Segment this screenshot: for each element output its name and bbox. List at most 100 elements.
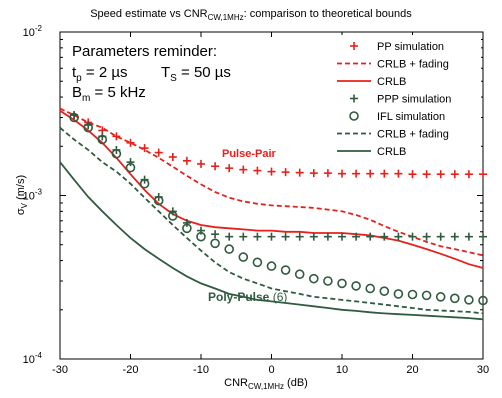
data-point bbox=[210, 238, 220, 249]
data-point bbox=[225, 164, 234, 173]
x-axis-label: CNRCW,1MHz (dB) bbox=[224, 377, 308, 391]
data-point bbox=[97, 134, 108, 145]
data-point bbox=[197, 159, 205, 168]
x-tick-label: -10 bbox=[193, 364, 209, 376]
data-point bbox=[394, 169, 403, 178]
data-point bbox=[295, 168, 304, 177]
y-tick-label: 10-2 bbox=[23, 24, 43, 39]
data-point bbox=[393, 289, 404, 299]
data-point bbox=[69, 112, 79, 123]
data-point bbox=[422, 170, 431, 179]
data-point bbox=[196, 231, 206, 242]
data-point bbox=[450, 232, 459, 241]
x-tick-label: 20 bbox=[406, 364, 418, 376]
data-point bbox=[435, 292, 446, 302]
y-tick-label: 10-3 bbox=[23, 188, 43, 203]
x-tick-label: -20 bbox=[123, 364, 139, 376]
data-point bbox=[408, 170, 417, 179]
legend-marker bbox=[349, 111, 359, 121]
legend-label: CRLB + fading bbox=[377, 59, 449, 71]
data-point bbox=[153, 195, 164, 206]
data-point bbox=[478, 295, 488, 306]
series-6-crlb-line bbox=[59, 161, 484, 321]
annotation-pulse-pair: Pulse-Pair bbox=[222, 148, 277, 160]
data-point bbox=[323, 276, 333, 286]
legend-label: PPP simulation bbox=[377, 94, 451, 106]
plot-area: -30 -20 -10 0 10 20 30 10-2 10-3 10-4 bbox=[23, 24, 490, 376]
param-bm: Bm = 5 kHz bbox=[72, 84, 146, 104]
legend-item: PPP simulation bbox=[350, 94, 451, 106]
data-point bbox=[407, 289, 418, 300]
data-point bbox=[479, 232, 487, 241]
data-point bbox=[337, 278, 347, 289]
data-point bbox=[239, 165, 248, 174]
data-point bbox=[352, 232, 361, 241]
data-point bbox=[154, 148, 163, 157]
data-point bbox=[422, 232, 431, 241]
param-tp: tp = 2 µs bbox=[72, 64, 127, 84]
data-point bbox=[380, 232, 389, 241]
data-point bbox=[294, 269, 305, 280]
series-6-crlb bbox=[59, 161, 484, 321]
data-point bbox=[139, 178, 150, 189]
data-point bbox=[309, 232, 318, 241]
x-tick-label: 0 bbox=[268, 364, 274, 376]
data-point bbox=[351, 281, 361, 291]
data-point bbox=[352, 169, 361, 178]
legend-label: CRLB bbox=[377, 76, 406, 88]
data-point bbox=[408, 232, 417, 241]
data-point bbox=[239, 232, 248, 241]
data-point bbox=[323, 169, 332, 178]
data-point bbox=[211, 162, 220, 171]
series-5-crlb-fading-line bbox=[59, 127, 484, 315]
legend-label: PP simulation bbox=[377, 41, 444, 53]
data-point bbox=[323, 232, 332, 241]
x-tick-label: 30 bbox=[477, 364, 489, 376]
series-2-crlb-line bbox=[59, 109, 484, 269]
data-point bbox=[450, 170, 459, 179]
data-point bbox=[309, 169, 318, 178]
data-point bbox=[394, 232, 403, 241]
data-point bbox=[112, 132, 121, 141]
data-point bbox=[365, 283, 376, 294]
data-point bbox=[464, 295, 474, 305]
data-point bbox=[253, 232, 262, 241]
series-layer bbox=[59, 107, 488, 321]
data-point bbox=[449, 293, 460, 304]
data-point bbox=[379, 286, 390, 296]
data-point bbox=[366, 232, 375, 241]
data-point bbox=[338, 232, 346, 241]
data-point bbox=[436, 232, 445, 241]
data-point bbox=[436, 170, 445, 179]
legend-item: IFL simulation bbox=[349, 111, 445, 123]
legend-item: CRLB + fading bbox=[337, 129, 449, 141]
data-point bbox=[211, 230, 220, 239]
data-point bbox=[421, 290, 432, 301]
y-axis-label: σV (m/s) bbox=[15, 175, 29, 215]
data-point bbox=[267, 232, 276, 241]
data-point bbox=[224, 244, 234, 254]
legend-label: CRLB + fading bbox=[377, 129, 449, 141]
legend-label: IFL simulation bbox=[377, 111, 445, 123]
chart-title: Speed estimate vs CNRCW,1MHz: comparison… bbox=[90, 8, 412, 22]
parameters-reminder: Parameters reminder: tp = 2 µs TS = 50 µ… bbox=[72, 43, 231, 104]
parameters-heading: Parameters reminder: bbox=[72, 43, 217, 60]
data-point bbox=[126, 158, 135, 167]
series-5-crlb-fading bbox=[59, 127, 484, 315]
data-point bbox=[267, 167, 276, 176]
data-point bbox=[464, 232, 473, 241]
legend-item: PP simulation bbox=[350, 41, 444, 53]
data-point bbox=[125, 162, 136, 173]
legend-label: CRLB bbox=[377, 146, 406, 158]
data-point bbox=[168, 152, 177, 161]
y-tick-label: 10-4 bbox=[23, 351, 43, 366]
data-point bbox=[126, 138, 135, 147]
x-tick-label: -30 bbox=[52, 364, 68, 376]
data-point bbox=[338, 169, 346, 178]
legend-item: CRLB + fading bbox=[337, 59, 449, 71]
legend-item: CRLB bbox=[337, 76, 406, 88]
data-point bbox=[111, 148, 122, 159]
data-point bbox=[182, 223, 192, 234]
data-point bbox=[380, 169, 389, 178]
